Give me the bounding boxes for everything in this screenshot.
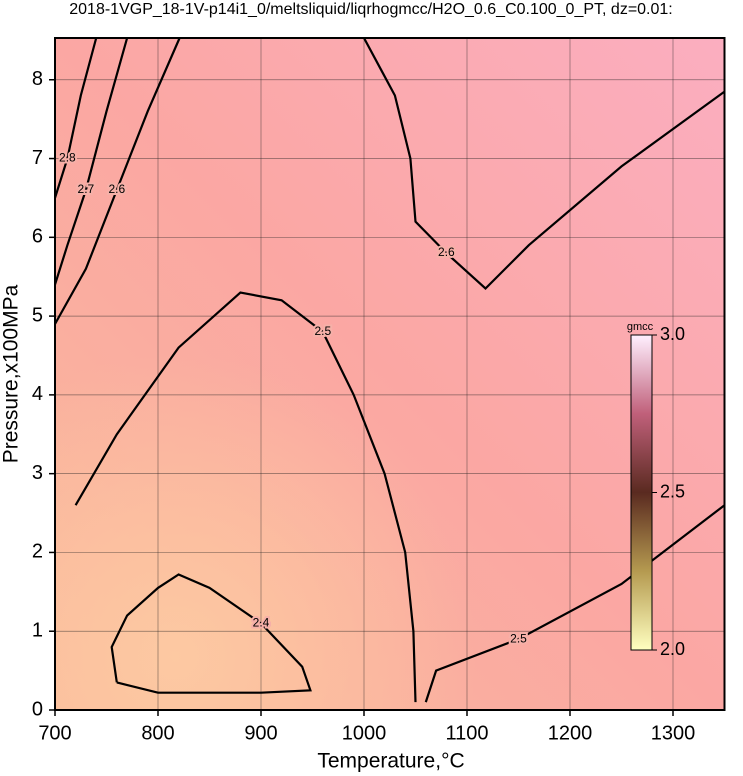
y-tick-label: 5: [32, 304, 43, 326]
y-tick-label: 1: [32, 620, 43, 642]
x-tick-label: 1200: [548, 722, 593, 744]
colorbar-label: gmcc: [627, 321, 654, 333]
y-axis-label: Pressure,x100MPa: [0, 284, 23, 463]
contour-label: 2.4: [253, 616, 270, 630]
x-axis-label: Temperature,°C: [317, 750, 464, 773]
colorbar: [630, 334, 653, 651]
plot-highlight: [55, 38, 725, 710]
x-tick-label: 800: [141, 722, 174, 744]
x-tick-label: 1000: [342, 722, 387, 744]
contour-label: 2.6: [108, 182, 125, 196]
y-tick-label: 2: [32, 541, 43, 563]
contour-line: [53, 37, 98, 199]
y-tick-label: 0: [32, 698, 43, 720]
x-tick-label: 700: [38, 722, 71, 744]
x-tick-label: 1300: [651, 722, 696, 744]
x-tick-label: 1100: [445, 722, 488, 744]
y-tick-label: 6: [32, 226, 43, 248]
colorbar-tick-label: 3.0: [660, 324, 685, 344]
contour-label: 2.5: [314, 324, 331, 338]
y-tick-label: 8: [32, 68, 43, 90]
contour-label: 2.6: [438, 245, 455, 259]
plot-frame: [54, 37, 726, 711]
colorbar-tick-label: 2.5: [660, 481, 685, 501]
contour-line: [110, 573, 312, 694]
colorbar-tick-label: 2.0: [660, 639, 685, 659]
chart-title: 2018-1VGP_18-1V-p14i1_0/meltsliquid/liqr…: [69, 1, 673, 18]
contour-label: 2.7: [78, 182, 95, 196]
contour-label: 2.8: [59, 151, 76, 165]
contour-line: [54, 37, 181, 325]
contour-line: [363, 37, 726, 291]
contour-line: [53, 37, 129, 285]
contour-line: [424, 504, 726, 703]
y-tick-label: 7: [32, 147, 43, 169]
plot-area: 2.4 2.5 2.5 2.6 2.6 2.7 2.8: [53, 37, 726, 711]
y-tick-label: 3: [32, 462, 43, 484]
contour-line: [74, 291, 417, 703]
contour-label: 2.5: [510, 631, 527, 645]
y-tick-label: 4: [32, 383, 43, 405]
x-tick-label: 900: [244, 722, 277, 744]
